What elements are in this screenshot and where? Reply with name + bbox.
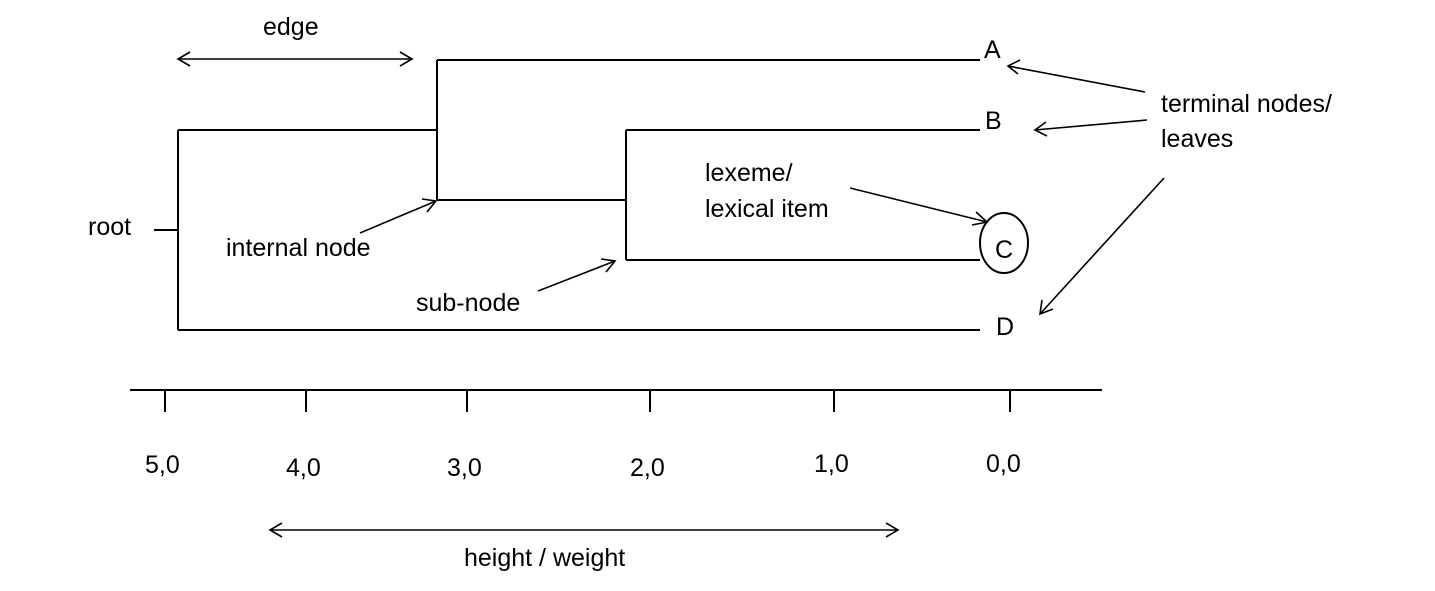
axis-tick-label: 5,0 xyxy=(145,451,180,479)
terminal-nodes-label-line2: leaves xyxy=(1161,125,1233,153)
internal-node-arrow xyxy=(359,198,438,234)
height-axis: 5,0 4,0 3,0 2,0 1,0 0,0 xyxy=(130,389,1102,482)
sub-node-label: sub-node xyxy=(416,289,520,317)
axis-tick-label: 1,0 xyxy=(814,450,849,478)
axis-tick-label: 2,0 xyxy=(630,454,665,482)
leaf-label-b: B xyxy=(985,107,1002,135)
height-weight-double-arrow xyxy=(268,522,900,538)
tree-branches xyxy=(154,59,980,331)
internal-node-label: internal node xyxy=(226,234,371,262)
sub-node-arrow xyxy=(537,258,617,292)
lexeme-label-line1: lexeme/ xyxy=(705,159,793,187)
terminal-nodes-label-line1: terminal nodes/ xyxy=(1161,90,1332,118)
axis-tick-label: 0,0 xyxy=(986,450,1021,478)
leaf-c-highlight-circle xyxy=(979,212,1029,274)
leaf-label-d: D xyxy=(996,313,1014,341)
height-weight-label: height / weight xyxy=(464,544,625,572)
axis-tick-label: 3,0 xyxy=(447,454,482,482)
edge-double-arrow xyxy=(176,51,414,67)
lexeme-arrow xyxy=(849,187,989,226)
lexeme-label-line2: lexical item xyxy=(705,195,829,223)
edge-label: edge xyxy=(263,13,319,41)
terminal-nodes-arrows xyxy=(1006,59,1165,316)
leaf-label-a: A xyxy=(984,36,1001,64)
leaf-label-c: C xyxy=(995,236,1013,264)
axis-tick-label: 4,0 xyxy=(286,454,321,482)
root-label: root xyxy=(88,213,131,241)
